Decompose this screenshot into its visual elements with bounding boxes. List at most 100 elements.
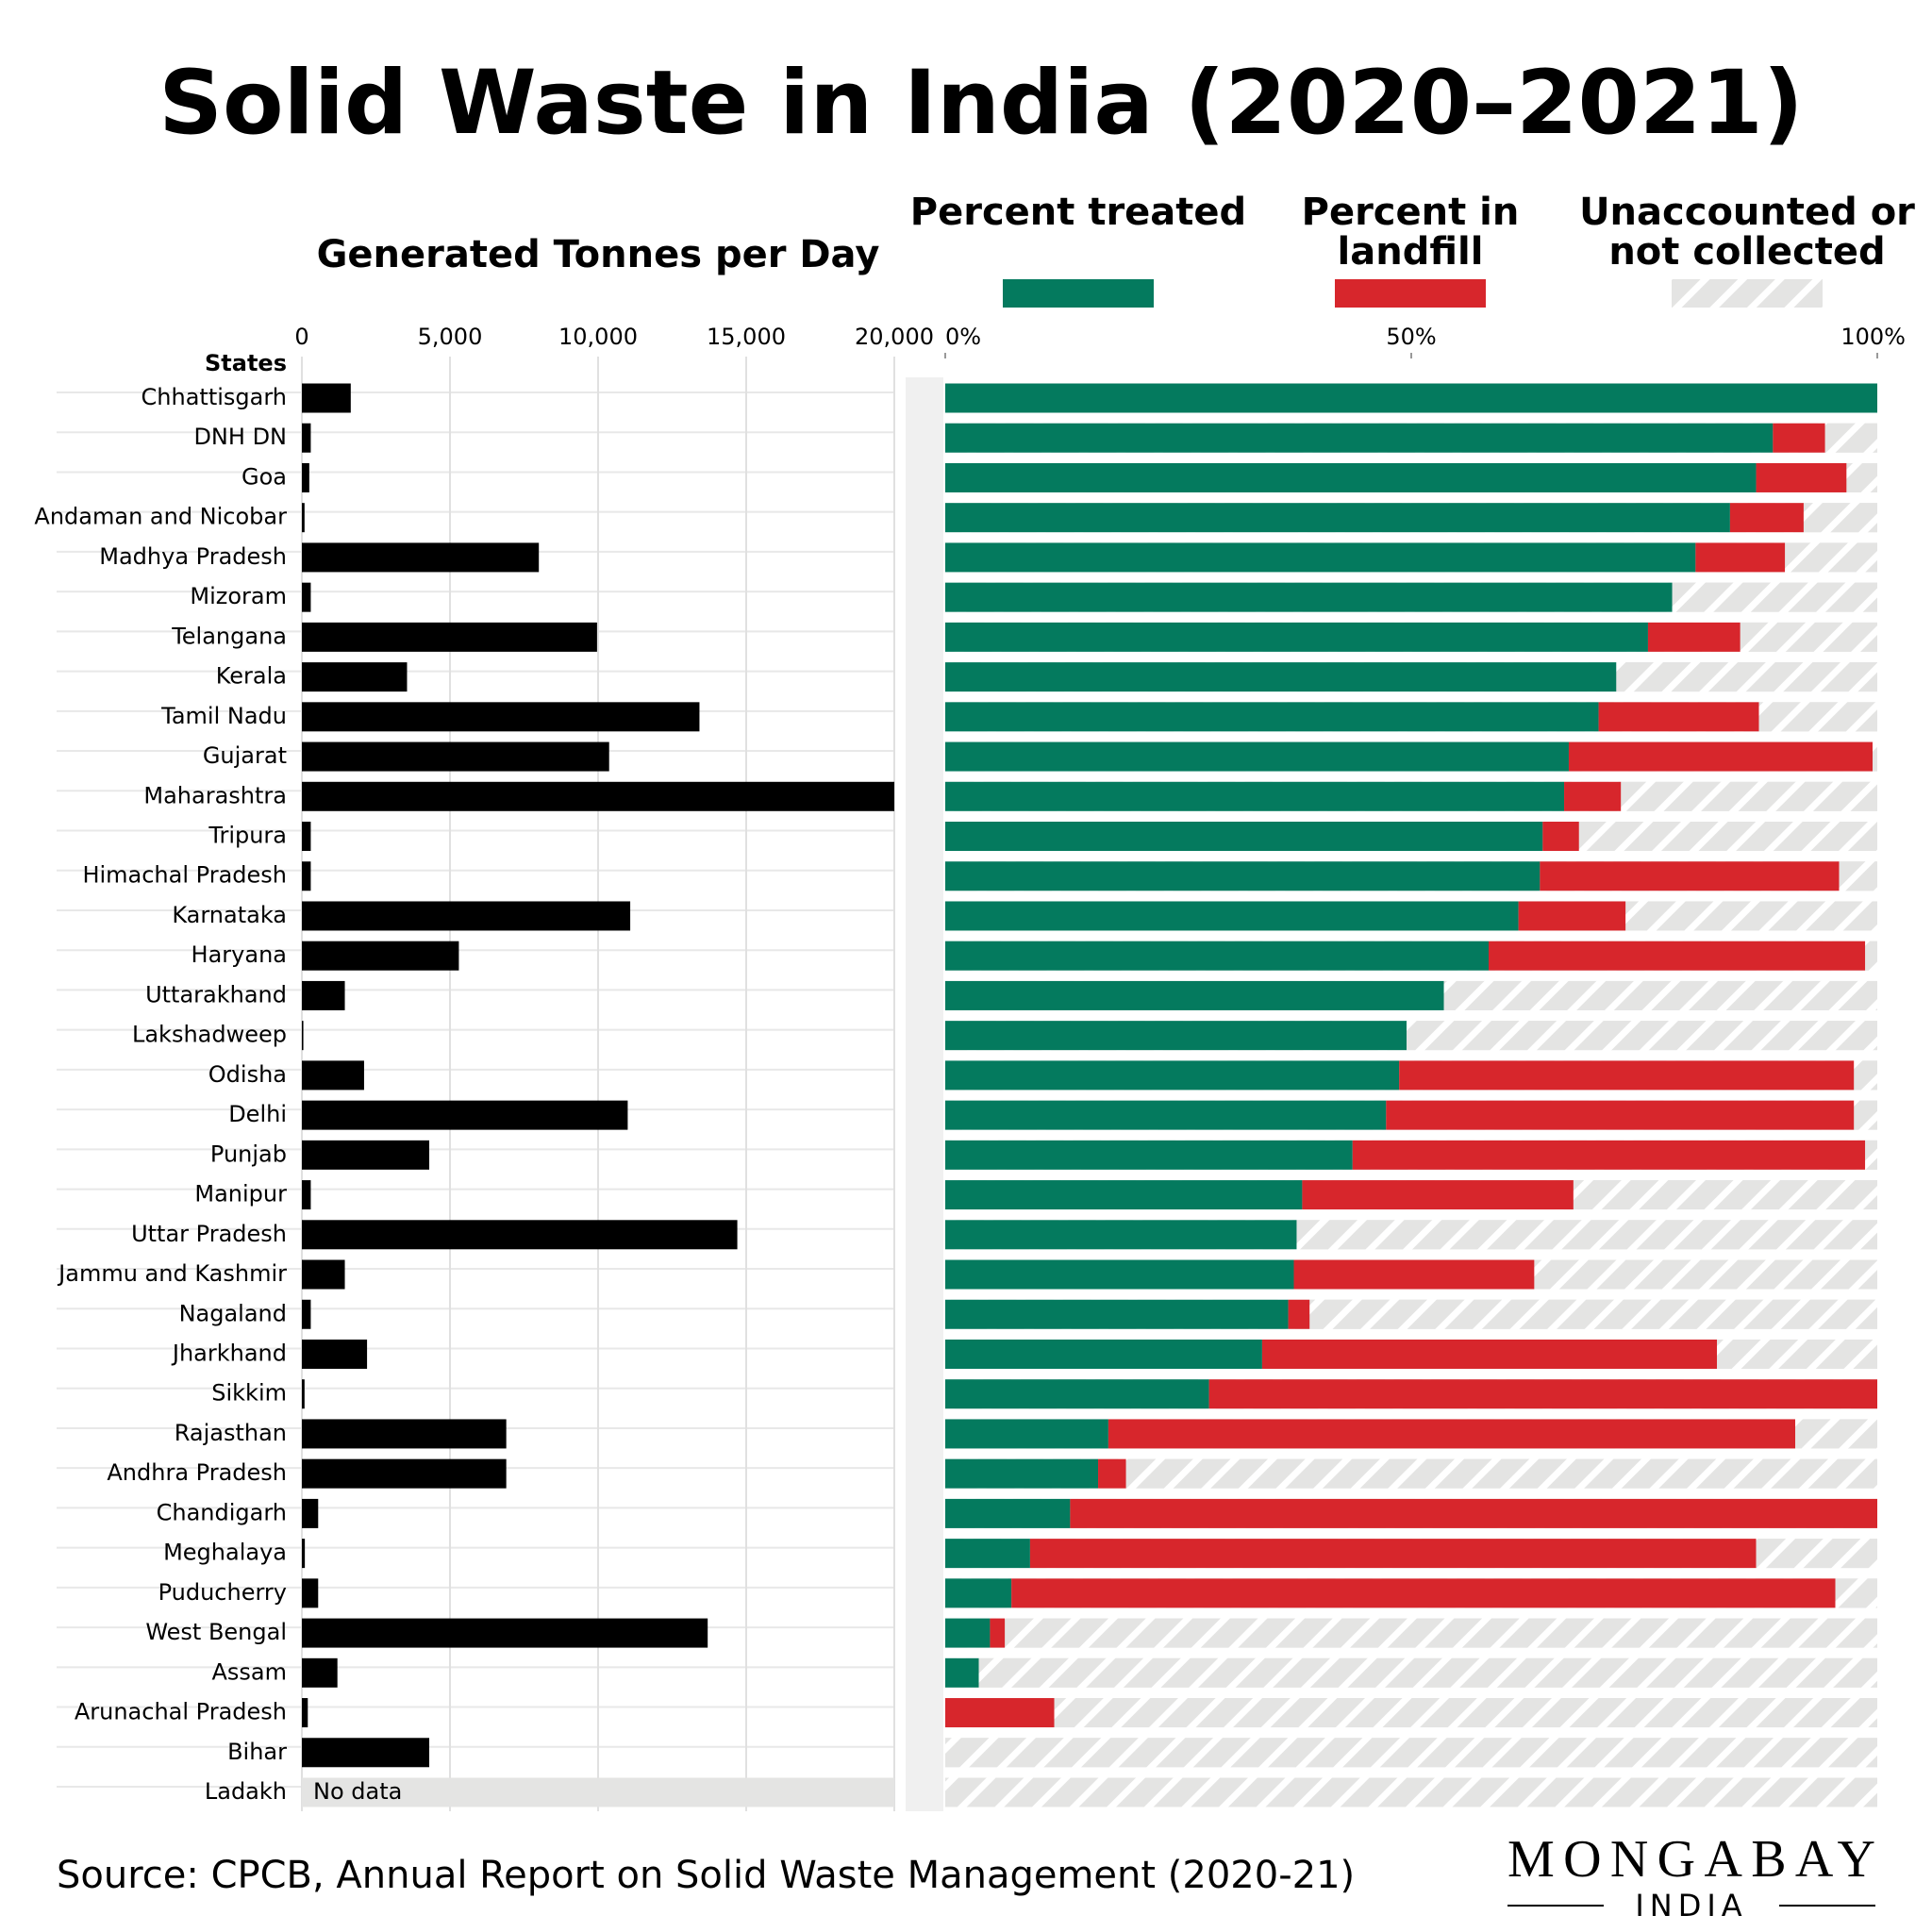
bar-segment: [945, 781, 1565, 811]
bar-segment: [1208, 1379, 1877, 1409]
y-tick-label: Sikkim: [211, 1380, 287, 1407]
legend-swatch: [1672, 279, 1823, 308]
bar-segment: [945, 1618, 991, 1648]
bar: [302, 1180, 311, 1210]
bar-segment: [1873, 741, 1877, 772]
bar: [302, 1618, 708, 1648]
y-tick-label: Telangana: [171, 623, 287, 649]
row-track: [945, 1777, 1877, 1807]
bar-segment: [1647, 622, 1740, 652]
bar-segment: [1542, 822, 1579, 852]
bar: [302, 503, 305, 533]
y-tick-label: West Bengal: [145, 1619, 287, 1645]
y-tick-label: Manipur: [194, 1181, 287, 1208]
title: Solid Waste in India (2020–2021): [158, 52, 1803, 155]
bar-segment: [1756, 462, 1847, 492]
bar-segment: [1729, 503, 1804, 533]
bar-segment: [1568, 741, 1874, 772]
y-tick-label: Chhattisgarh: [142, 384, 287, 410]
bar: [302, 462, 309, 492]
y-tick-label: Rajasthan: [175, 1420, 287, 1446]
bar-segment: [1288, 1299, 1310, 1329]
bar-segment: [945, 941, 1490, 971]
bar-segment: [945, 1458, 1099, 1489]
bar-segment: [945, 741, 1569, 772]
y-tick-label: Madhya Pradesh: [99, 543, 287, 570]
source: Source: CPCB, Annual Report on Solid Was…: [57, 1854, 1355, 1897]
bar-segment: [1846, 462, 1877, 492]
bar-segment: [945, 1419, 1108, 1449]
bar: [302, 901, 631, 931]
bar: [302, 1339, 368, 1369]
bar-segment: [1054, 1698, 1877, 1728]
bar-segment: [1489, 941, 1866, 971]
bar: [302, 941, 459, 971]
bar-segment: [1399, 1060, 1855, 1091]
bar-segment: [945, 1539, 1030, 1569]
bar-segment: [1564, 781, 1622, 811]
bar-segment: [945, 1339, 1262, 1369]
bar-segment: [1695, 542, 1786, 573]
y-tick-label: Puducherry: [158, 1579, 287, 1606]
bar-segment: [1839, 861, 1877, 891]
bar: [302, 822, 311, 852]
bar: [302, 1419, 507, 1449]
bar-segment: [945, 822, 1543, 852]
bar: [302, 542, 540, 573]
bar-segment: [1773, 423, 1825, 453]
legend-swatch: [1335, 279, 1486, 308]
bar-segment: [945, 901, 1519, 931]
y-tick-label: Andhra Pradesh: [107, 1459, 287, 1486]
bar-segment: [945, 1100, 1387, 1130]
bar-segment: [1795, 1419, 1877, 1449]
bar-segment: [1854, 1100, 1877, 1130]
bar-segment: [1854, 1060, 1877, 1091]
bar: [302, 861, 311, 891]
logo-region: INDIA: [1635, 1888, 1747, 1924]
y-tick-label: Mizoram: [190, 583, 287, 609]
legend-label: Percent treated: [909, 191, 1247, 234]
x-tick-label: 15,000: [707, 324, 786, 350]
bar-segment: [1758, 702, 1877, 732]
x-tick-label: 0%: [945, 324, 981, 350]
bar-segment: [945, 1060, 1400, 1091]
y-tick-label: Himachal Pradesh: [82, 862, 287, 889]
bar: [302, 1578, 319, 1608]
bar-segment: [1740, 622, 1877, 652]
bar: [302, 1657, 338, 1688]
bar-segment: [1616, 662, 1877, 692]
y-tick-label: Lakshadweep: [132, 1022, 287, 1048]
bar-segment: [945, 1738, 1877, 1768]
bar: [302, 1738, 430, 1768]
bar-segment: [1756, 1539, 1877, 1569]
bar-segment: [945, 1698, 1055, 1728]
bar-segment: [1070, 1498, 1877, 1528]
bar: [302, 1458, 507, 1489]
bar-segment: [1029, 1539, 1757, 1569]
bar-segment: [945, 1180, 1303, 1210]
bar-segment: [945, 622, 1648, 652]
bar: [302, 1220, 738, 1250]
bar-segment: [1785, 542, 1877, 573]
y-tick-label: Delhi: [228, 1101, 287, 1127]
y-tick-label: DNH DN: [193, 424, 287, 450]
bar-segment: [990, 1618, 1006, 1648]
bar-segment: [1261, 1339, 1718, 1369]
y-tick-label: Meghalaya: [163, 1540, 287, 1566]
bar-segment: [1296, 1220, 1877, 1250]
bar-segment: [1865, 941, 1877, 971]
bar: [302, 1060, 364, 1091]
bar: [302, 781, 894, 811]
bar-segment: [945, 1379, 1209, 1409]
bar-segment: [945, 980, 1444, 1010]
y-tick-label: Kerala: [216, 663, 287, 690]
legend-swatch: [1003, 279, 1154, 308]
bar: [302, 1100, 628, 1130]
x-tick-label: 20,000: [855, 324, 934, 350]
bar: [302, 1140, 430, 1170]
bar-segment: [945, 503, 1730, 533]
bar-segment: [1309, 1299, 1877, 1329]
y-tick-label: Andaman and Nicobar: [34, 504, 287, 530]
y-tick-label: Arunachal Pradesh: [75, 1699, 287, 1725]
bar-segment: [1352, 1140, 1866, 1170]
